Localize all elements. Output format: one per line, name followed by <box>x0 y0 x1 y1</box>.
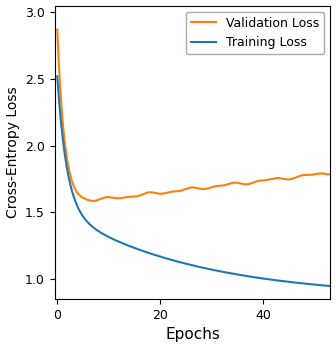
Validation Loss <box>328 173 332 177</box>
Validation Loss <box>91 199 95 203</box>
Training Loss <box>243 274 247 278</box>
Validation Loss <box>274 176 278 180</box>
Training Loss <box>176 260 180 264</box>
Training Loss <box>83 217 87 221</box>
X-axis label: Epochs: Epochs <box>165 327 220 342</box>
Y-axis label: Cross-Entropy Loss: Cross-Entropy Loss <box>6 87 19 218</box>
Legend: Validation Loss, Training Loss: Validation Loss, Training Loss <box>186 12 324 54</box>
Training Loss <box>268 277 272 282</box>
Line: Training Loss: Training Loss <box>57 76 330 286</box>
Validation Loss <box>268 177 272 181</box>
Training Loss <box>273 278 277 282</box>
Line: Validation Loss: Validation Loss <box>57 30 330 201</box>
Validation Loss <box>55 27 59 32</box>
Validation Loss <box>83 197 87 201</box>
Training Loss <box>328 284 332 288</box>
Validation Loss <box>166 190 170 195</box>
Training Loss <box>55 74 59 78</box>
Validation Loss <box>176 189 180 193</box>
Validation Loss <box>243 182 247 187</box>
Training Loss <box>166 257 170 261</box>
